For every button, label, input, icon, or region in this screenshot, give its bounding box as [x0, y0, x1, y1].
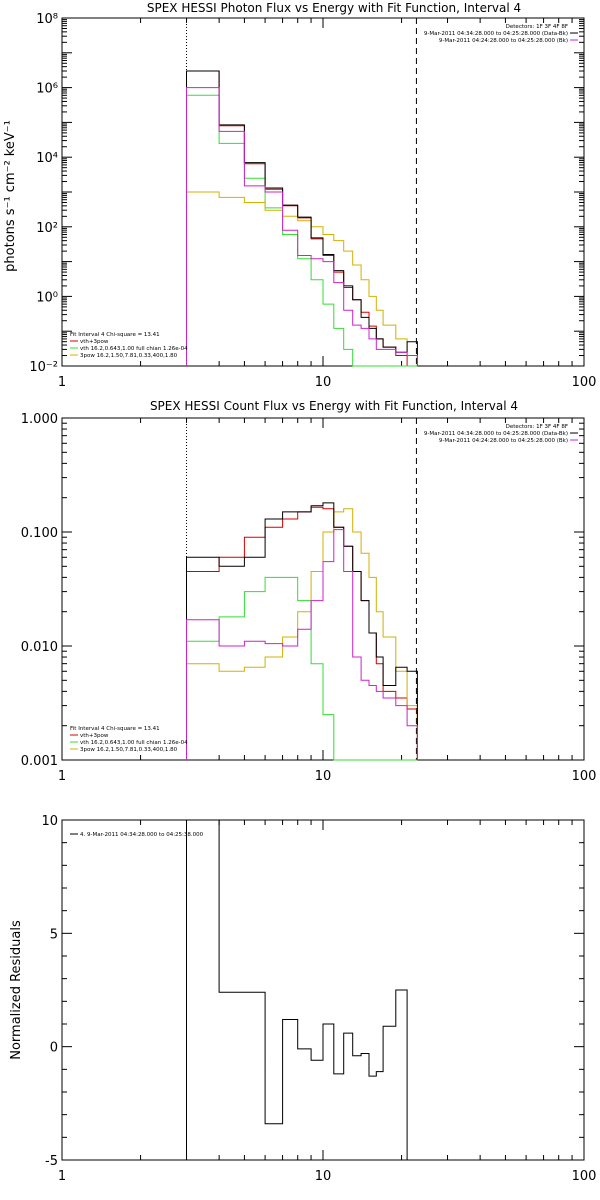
- x-tick-label: 10: [315, 1169, 332, 1184]
- series-line: [186, 576, 418, 761]
- x-tick-label: 1: [58, 1169, 66, 1184]
- series-line: [186, 70, 418, 366]
- x-tick-label: 10: [315, 375, 332, 390]
- y-tick-label: 10⁶: [36, 82, 58, 97]
- y-tick-label: 10: [41, 814, 58, 829]
- legend-entry: 9-Mar-2011 04:24:28.000 to 04:25:28.000 …: [439, 438, 568, 444]
- series-line: [186, 819, 418, 1161]
- series-line: [186, 502, 418, 760]
- legend-entry: 9-Mar-2011 04:34:28.000 to 04:25:28.000 …: [424, 431, 568, 437]
- y-tick-label: -5: [45, 1154, 58, 1169]
- count-flux-panel: SPEX HESSI Count Flux vs Energy with Fit…: [21, 399, 597, 784]
- x-tick-label: 10: [315, 769, 332, 784]
- photon-flux-panel: SPEX HESSI Photon Flux vs Energy with Fi…: [3, 1, 596, 390]
- legend-title: Fit Interval 4 Chi-square = 13.41: [70, 332, 160, 338]
- y-tick-label: 0: [50, 1041, 58, 1056]
- y-tick-label: 0.010: [21, 640, 58, 655]
- residuals-panel: Normalized Residuals 1 10 100 -5 0 5 10 4. 9-M…: [9, 814, 596, 1184]
- panel1-title: SPEX HESSI Photon Flux vs Energy with Fi…: [147, 1, 521, 15]
- y-tick-label: 10⁰: [36, 290, 58, 305]
- series-line: [186, 87, 418, 366]
- legend-entry: vth+3pow: [80, 733, 109, 739]
- legend-entry: 4. 9-Mar-2011 04:34:28.000 to 04:25:38.0…: [80, 832, 204, 838]
- y-tick-label: 10⁻²: [29, 360, 58, 375]
- y-tick-label: 5: [50, 927, 58, 942]
- legend-entry: 3pow 16.2,1.50,7.81,0.33,400,1.80: [80, 747, 178, 753]
- panel1-ylabel: photons s⁻¹ cm⁻² keV⁻¹: [3, 120, 18, 272]
- panel2-title: SPEX HESSI Count Flux vs Energy with Fit…: [150, 399, 518, 413]
- legend-entry: vth+3pow: [80, 339, 109, 345]
- x-tick-label: 100: [572, 1169, 597, 1184]
- y-tick-label: 0.100: [21, 526, 58, 541]
- series-line: [186, 191, 418, 366]
- x-tick-label: 100: [572, 769, 597, 784]
- legend-entry: vth 16.2,0.643,1.00 full chian 1.26e-04: [80, 740, 188, 746]
- x-tick-label: 100: [572, 375, 597, 390]
- y-tick-label: 10⁴: [36, 151, 58, 166]
- y-tick-label: 1.000: [21, 412, 58, 427]
- x-tick-label: 1: [58, 375, 66, 390]
- y-tick-label: 10²: [36, 221, 58, 236]
- legend-entry: 9-Mar-2011 04:34:28.000 to 04:25:28.000 …: [424, 31, 568, 37]
- series-line: [186, 508, 418, 760]
- legend-entry: vth 16.2,0.643,1.00 full chian 1.26e-04: [80, 346, 188, 352]
- series-line: [186, 529, 418, 760]
- legend-title: Fit Interval 4 Chi-square = 13.41: [70, 726, 160, 732]
- y-tick-label: 10⁸: [36, 12, 58, 27]
- y-tick-label: 0.001: [21, 754, 58, 769]
- legend-entry: 9-Mar-2011 04:24:28.000 to 04:25:28.000 …: [439, 38, 568, 44]
- legend-entry: Detectors: 1F 3F 4F 8F: [506, 24, 568, 30]
- x-tick-label: 1: [58, 769, 66, 784]
- legend-entry: 3pow 16.2,1.50,7.81,0.33,400,1.80: [80, 353, 178, 359]
- legend-entry: Detectors: 1F 3F 4F 8F: [506, 424, 568, 430]
- panel3-ylabel: Normalized Residuals: [9, 920, 24, 1060]
